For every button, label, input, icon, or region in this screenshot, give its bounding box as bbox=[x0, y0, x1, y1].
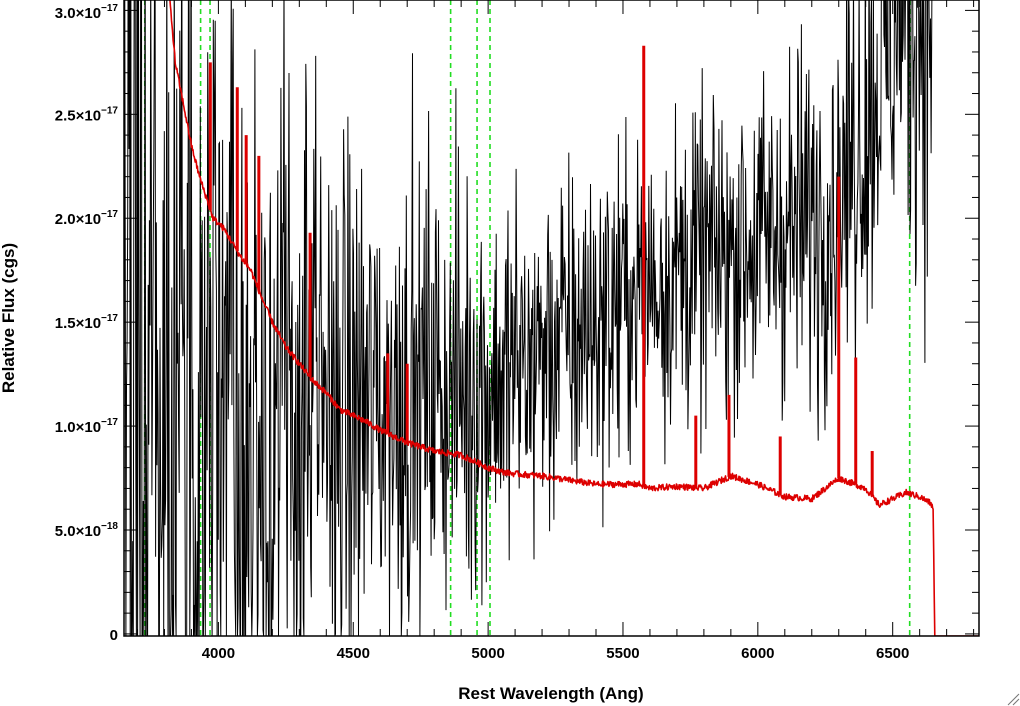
axis-ticks bbox=[124, 0, 979, 636]
y-tick-exponent: −17 bbox=[101, 417, 118, 428]
y-axis-label: Relative Flux (cgs) bbox=[0, 243, 18, 393]
y-tick-mantissa: 2.5×10 bbox=[55, 107, 101, 124]
y-tick-mantissa: 3.0×10 bbox=[55, 5, 101, 22]
y-tick-exponent: −18 bbox=[101, 521, 118, 532]
y-tick-label: 3.0×10−17 bbox=[55, 3, 119, 22]
model-spectrum-line bbox=[169, 0, 979, 636]
y-tick-mantissa: 5.0×10 bbox=[55, 523, 101, 540]
observed-spectrum-line bbox=[124, 0, 933, 636]
x-tick-label: 6500 bbox=[876, 645, 909, 662]
y-tick-mantissa: 1.5×10 bbox=[55, 315, 101, 332]
x-tick-label: 5500 bbox=[606, 645, 639, 662]
y-tick-mantissa: 2.0×10 bbox=[55, 211, 101, 228]
x-axis-label: Rest Wavelength (Ang) bbox=[458, 684, 643, 703]
plot-frame bbox=[123, 0, 980, 637]
x-tick-label: 6000 bbox=[741, 645, 774, 662]
x-tick-label: 4500 bbox=[337, 645, 370, 662]
y-tick-label: 1.5×10−17 bbox=[55, 313, 119, 332]
y-tick-mantissa: 0 bbox=[110, 627, 118, 644]
y-tick-mantissa: 1.0×10 bbox=[55, 419, 101, 436]
plot-area bbox=[124, 0, 979, 636]
series-layer bbox=[124, 0, 979, 636]
y-tick-label: 2.5×10−17 bbox=[55, 105, 119, 124]
y-tick-exponent: −17 bbox=[101, 105, 118, 116]
y-tick-label: 5.0×10−18 bbox=[55, 521, 119, 540]
y-tick-label: 2.0×10−17 bbox=[55, 209, 119, 228]
y-tick-exponent: −17 bbox=[101, 3, 118, 14]
axes-frame bbox=[123, 0, 980, 637]
y-tick-label: 0 bbox=[110, 627, 118, 644]
x-tick-label: 4000 bbox=[202, 645, 235, 662]
tick-labels: 4000 4500 5000 5500 6000 6500 0 5.0×10−18 1.0×10… bbox=[55, 3, 910, 662]
y-tick-exponent: −17 bbox=[101, 313, 118, 324]
y-tick-exponent: −17 bbox=[101, 209, 118, 220]
y-tick-label: 1.0×10−17 bbox=[55, 417, 119, 436]
resize-grip-icon[interactable] bbox=[1007, 693, 1020, 706]
x-tick-label: 5000 bbox=[471, 645, 504, 662]
